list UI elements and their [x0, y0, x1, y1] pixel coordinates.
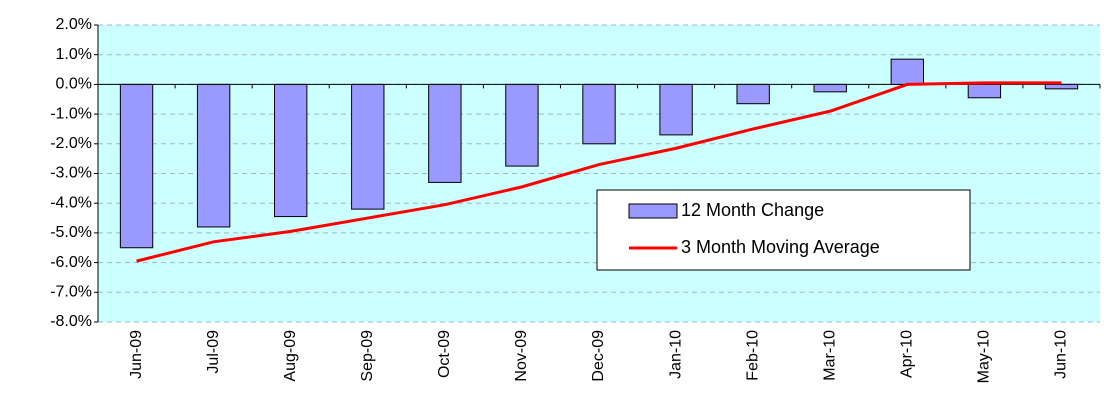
y-tick-label: 2.0% — [56, 16, 92, 33]
x-tick-label: Jun-10 — [1053, 330, 1070, 379]
legend-label: 12 Month Change — [681, 200, 824, 220]
x-tick-label: Nov-09 — [513, 330, 530, 382]
bar — [659, 83, 693, 136]
x-tick-label: Oct-09 — [436, 330, 453, 378]
line — [136, 81, 1062, 263]
y-tick-label: -7.0% — [50, 284, 92, 301]
bar — [813, 83, 847, 93]
x-tick-label: Jul-09 — [205, 330, 222, 374]
y-tick-label: -6.0% — [50, 254, 92, 271]
y-tick-label: 0.0% — [56, 76, 92, 93]
legend-swatch — [628, 203, 678, 219]
y-tick-label: -3.0% — [50, 165, 92, 182]
bar — [428, 83, 462, 183]
bar — [505, 83, 539, 167]
y-tick-label: -1.0% — [50, 105, 92, 122]
bar — [274, 83, 308, 218]
legend-box — [596, 189, 971, 271]
y-tick-label: 1.0% — [56, 46, 92, 63]
x-tick-label: Feb-10 — [744, 330, 761, 381]
bar — [582, 83, 616, 145]
x-tick-label: Sep-09 — [359, 330, 376, 382]
bar — [736, 83, 770, 105]
x-tick-label: Jun-09 — [128, 330, 145, 379]
legend-label: 3 Month Moving Average — [681, 237, 880, 257]
x-tick-label: Dec-09 — [590, 330, 607, 382]
x-tick-label: Apr-10 — [899, 330, 916, 378]
bar — [1044, 83, 1079, 90]
plot-area — [98, 25, 1100, 322]
y-tick-label: -8.0% — [50, 313, 92, 330]
bar — [967, 83, 1002, 99]
x-tick-label: Aug-09 — [282, 330, 299, 382]
y-tick-label: -5.0% — [50, 224, 92, 241]
bar — [196, 83, 231, 228]
bar — [119, 83, 154, 249]
x-tick-label: May-10 — [976, 330, 993, 383]
x-tick-label: Jan-10 — [667, 330, 684, 379]
y-tick-label: -2.0% — [50, 135, 92, 152]
y-tick-label: -4.0% — [50, 194, 92, 211]
bar — [890, 58, 924, 85]
x-tick-label: Mar-10 — [821, 330, 838, 381]
bar — [351, 83, 385, 210]
